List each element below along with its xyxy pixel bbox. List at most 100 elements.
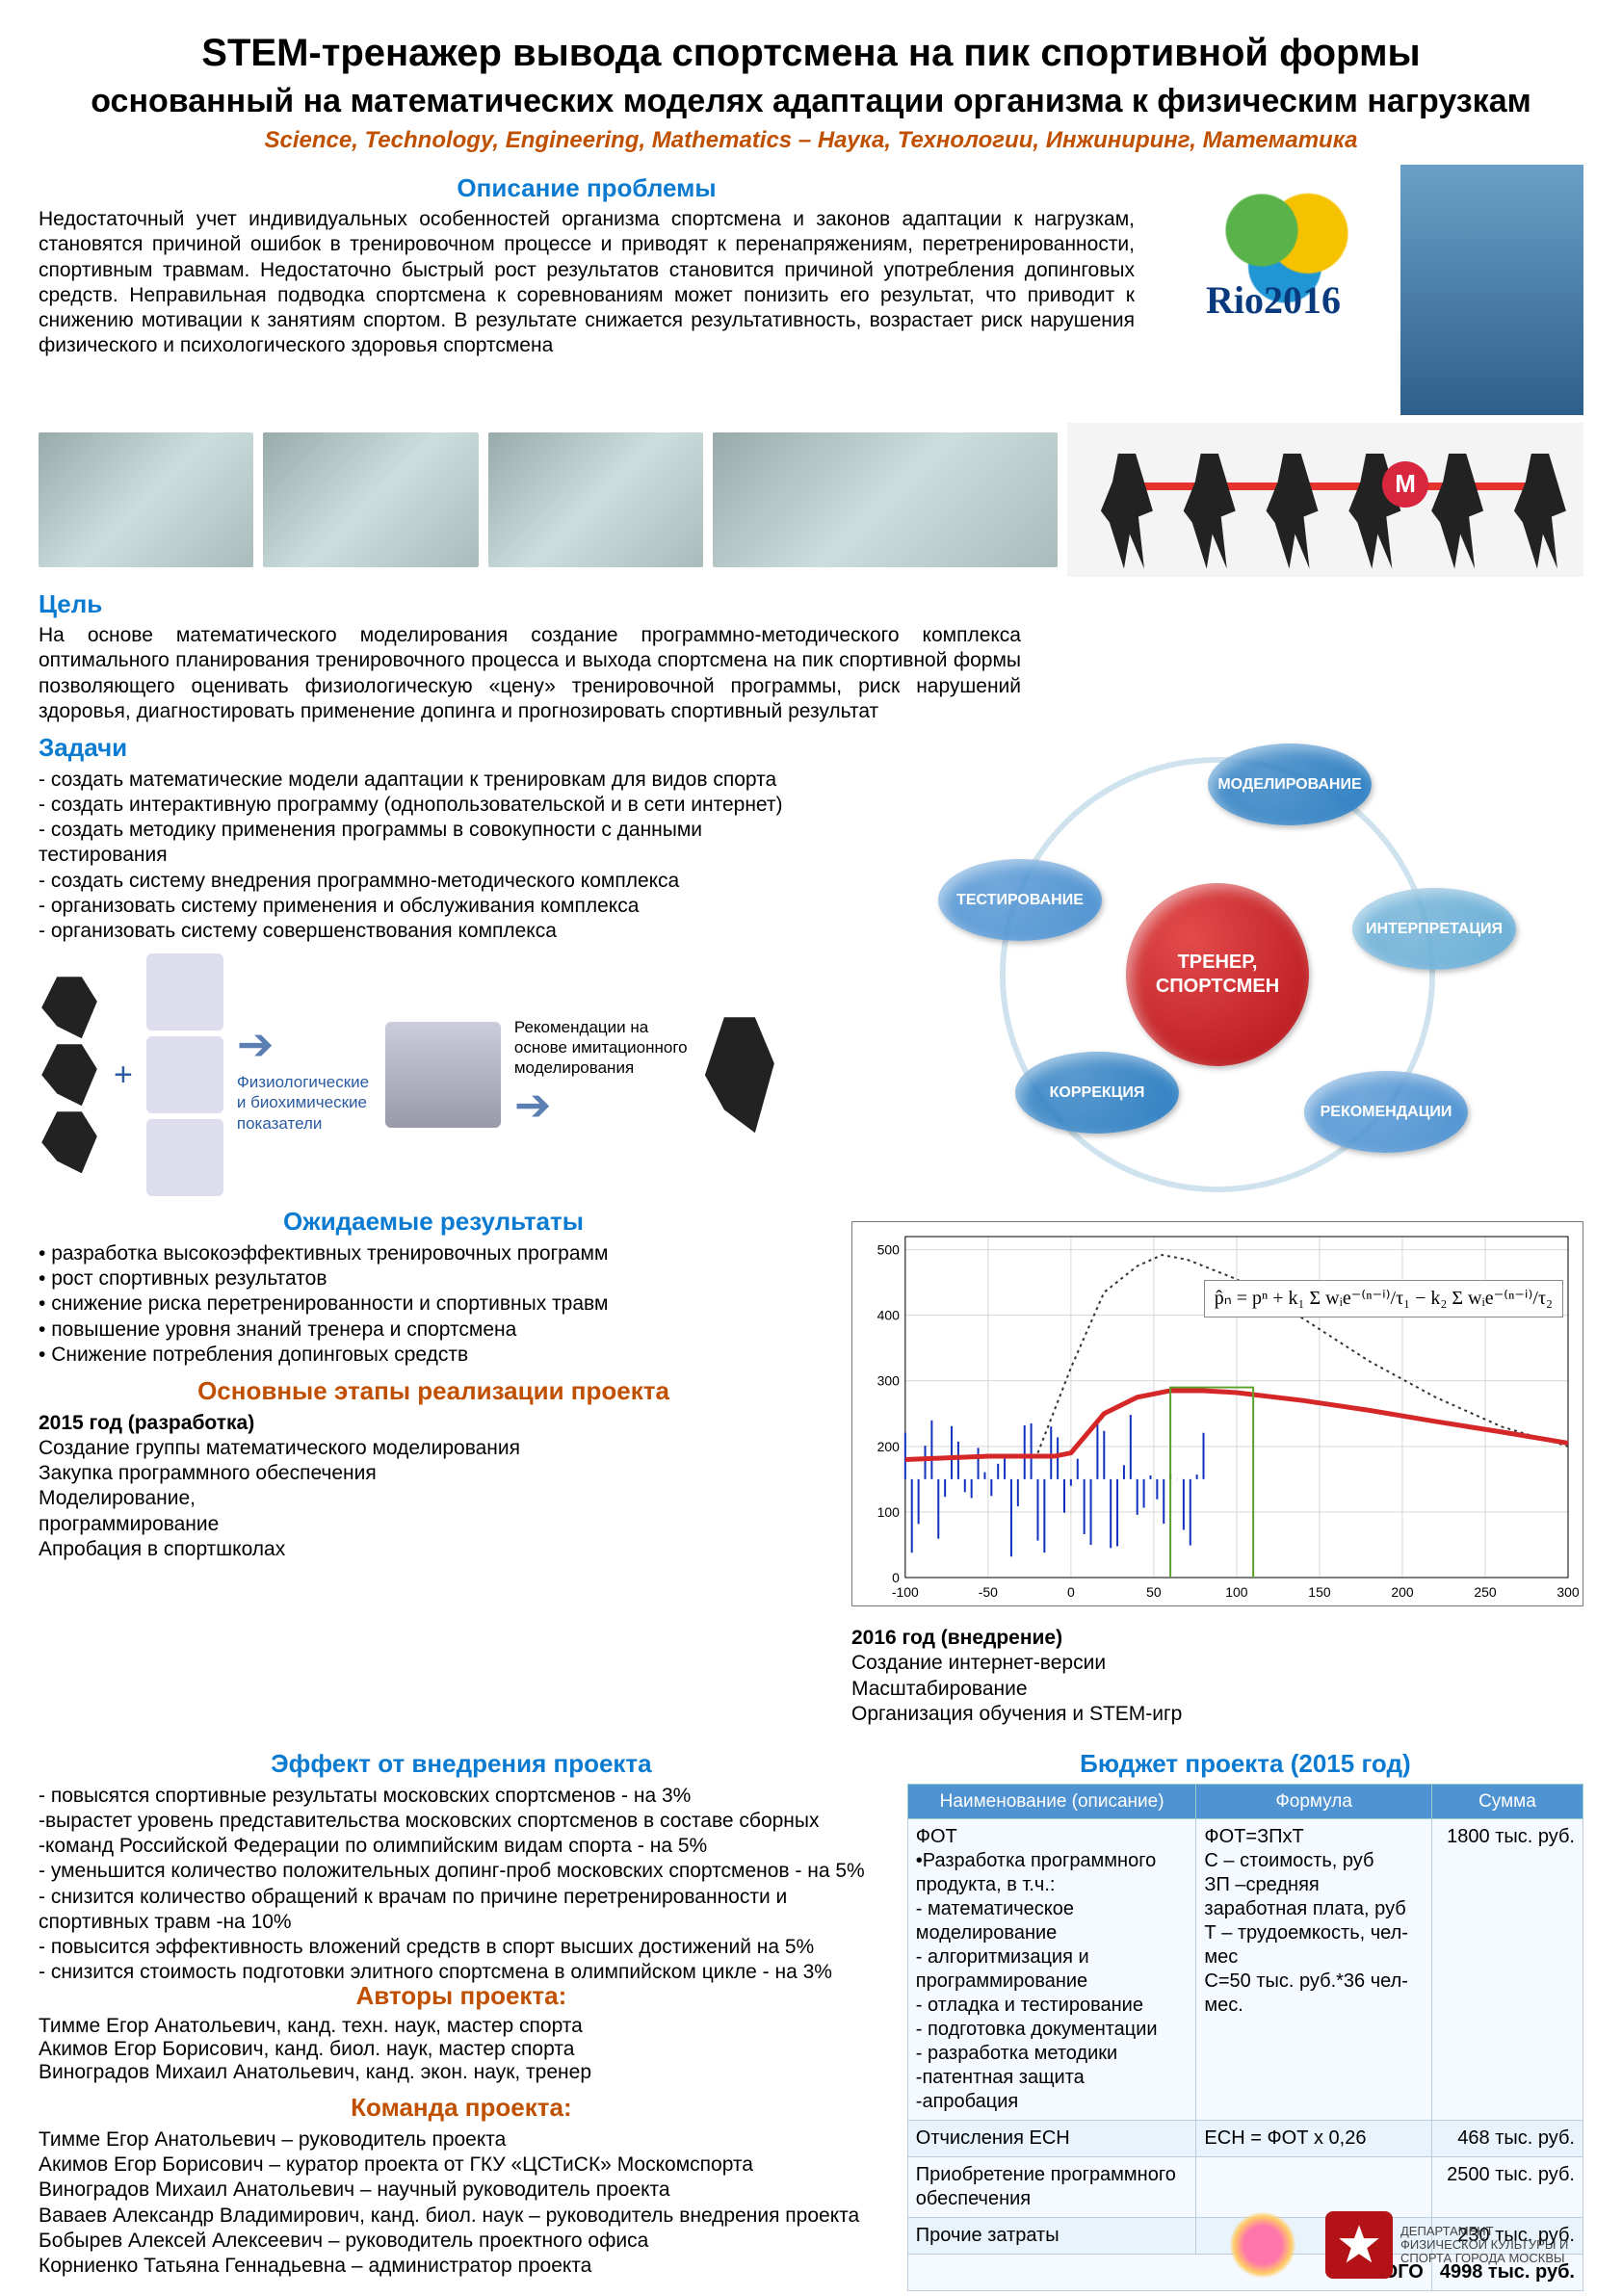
list-item: Бобырев Алексей Алексеевич – руководител… — [39, 2229, 884, 2254]
logo-cstisk — [1229, 2211, 1296, 2279]
effect-heading: Эффект от внедрения проекта — [39, 1748, 884, 1780]
svg-text:100: 100 — [877, 1504, 901, 1520]
list-item: Закупка программного обеспечения — [39, 1461, 828, 1486]
stage-2016-heading: 2016 год (внедрение) — [851, 1627, 1062, 1649]
list-item: - организовать систему совершенствования… — [39, 919, 828, 944]
photo-injury-1 — [39, 432, 253, 567]
adaptation-chart: -100-50050100150200250300 01002003004005… — [851, 1221, 1583, 1606]
arrow-icon: ➔ — [514, 1078, 688, 1134]
table-header: Наименование (описание) — [907, 1784, 1196, 1819]
stage-2015-list: Создание группы математического моделиро… — [39, 1436, 828, 1562]
list-item: Корниенко Татьяна Геннадьевна – админист… — [39, 2254, 884, 2279]
chart-formula: p̂ₙ = pⁿ + k₁ Σ wᵢe⁻⁽ⁿ⁻ⁱ⁾/τ₁ − k₂ Σ wᵢe⁻… — [1204, 1280, 1563, 1318]
goal-heading: Цель — [39, 588, 1583, 620]
runners-graphic: М — [1067, 423, 1583, 577]
problem-text: Недостаточный учет индивидуальных особен… — [39, 207, 1135, 359]
cycle-diagram: ТРЕНЕР, СПОРТСМЕН МОДЕЛИРОВАНИЕИНТЕРПРЕТ… — [948, 744, 1487, 1206]
sport-icon-row — [39, 1111, 100, 1173]
computer-icon — [385, 1022, 501, 1128]
cycle-node: РЕКОМЕНДАЦИИ — [1304, 1071, 1468, 1153]
svg-text:200: 200 — [1391, 1584, 1414, 1600]
svg-text:250: 250 — [1474, 1584, 1497, 1600]
page-subtitle: основанный на математических моделях ада… — [39, 81, 1583, 122]
medal-icon: М — [1382, 461, 1428, 508]
team-heading: Команда проекта: — [39, 2092, 884, 2124]
list-item: рост спортивных результатов — [39, 1266, 828, 1292]
svg-text:200: 200 — [877, 1439, 901, 1454]
sport-icon-ski — [39, 1044, 100, 1106]
svg-text:50: 50 — [1146, 1584, 1162, 1600]
list-item: Ваваев Александр Владимирович, канд. био… — [39, 2204, 884, 2229]
list-item: - создать математические модели адаптаци… — [39, 768, 828, 793]
table-row: ФОТ •Разработка программного продукта, в… — [907, 1819, 1583, 2121]
photo-swimmer — [1400, 165, 1583, 415]
list-item: Акимов Егор Борисович – куратор проекта … — [39, 2152, 884, 2178]
svg-text:0: 0 — [1067, 1584, 1075, 1600]
list-item: Создание интернет-версии — [851, 1651, 1583, 1676]
flow-label-phys: Физиологические и биохимические показате… — [237, 1072, 372, 1134]
arrow-icon: ➔ — [237, 1017, 372, 1073]
svg-text:0: 0 — [892, 1570, 900, 1585]
list-item: - повысятся спортивные результаты москов… — [39, 1784, 884, 1809]
table-row: Отчисления ЕСНЕСН = ФОТ х 0,26468 тыс. р… — [907, 2121, 1583, 2157]
svg-text:300: 300 — [1557, 1584, 1580, 1600]
cycle-node: КОРРЕКЦИЯ — [1015, 1052, 1179, 1134]
list-item: Тимме Егор Анатольевич, канд. техн. наук… — [39, 2015, 884, 2038]
list-item: -вырастет уровень представительства моск… — [39, 1809, 884, 1834]
table-header: Формула — [1196, 1784, 1431, 1819]
list-item: - повысится эффективность вложений средс… — [39, 1935, 884, 1960]
device-icon-3 — [146, 1119, 223, 1196]
list-item: - создать методику применения программы … — [39, 818, 828, 869]
list-item: программирование — [39, 1512, 828, 1537]
list-item: - снизится количество обращений к врачам… — [39, 1885, 884, 1910]
problem-heading: Описание проблемы — [39, 172, 1135, 204]
list-item: Снижение потребления допинговых средств — [39, 1343, 828, 1368]
effect-list: - повысятся спортивные результаты москов… — [39, 1784, 884, 1986]
svg-text:150: 150 — [1308, 1584, 1331, 1600]
stage-2016-list: Создание интернет-версииМасштабированиеО… — [851, 1651, 1583, 1727]
rio-2016-logo — [1158, 165, 1389, 328]
footer-logos: ДЕПАРТАМЕНТ ФИЗИЧЕСКОЙ КУЛЬТУРЫ И СПОРТА… — [1229, 2211, 1583, 2279]
photo-xray — [263, 432, 478, 567]
photo-strip: М — [39, 423, 1583, 577]
list-item: повышение уровня знаний тренера и спортс… — [39, 1318, 828, 1343]
svg-text:500: 500 — [877, 1242, 901, 1258]
list-item: Виноградов Михаил Анатольевич, канд. эко… — [39, 2061, 884, 2084]
cycle-node: ИНТЕРПРЕТАЦИЯ — [1352, 888, 1516, 970]
process-flow: + ➔ Физиологические и биохимические пока… — [39, 953, 828, 1196]
list-item: Организация обучения и STEM-игр — [851, 1702, 1583, 1727]
logo-mossport-text: ДЕПАРТАМЕНТ ФИЗИЧЕСКОЙ КУЛЬТУРЫ И СПОРТА… — [1400, 2225, 1583, 2266]
page-title: STEM-тренажер вывода спортсмена на пик с… — [39, 29, 1583, 77]
list-item: Акимов Егор Борисович, канд. биол. наук,… — [39, 2038, 884, 2061]
svg-text:-100: -100 — [892, 1584, 919, 1600]
list-item: снижение риска перетренированности и спо… — [39, 1292, 828, 1317]
cycle-center: ТРЕНЕР, СПОРТСМЕН — [1126, 883, 1309, 1066]
list-item: - уменьшится количество положительных до… — [39, 1859, 884, 1884]
stage-2015-heading: 2015 год (разработка) — [39, 1412, 254, 1434]
device-icon-2 — [146, 1036, 223, 1113]
list-item: Апробация в спортшколах — [39, 1537, 828, 1562]
cycle-node: ТЕСТИРОВАНИЕ — [938, 859, 1102, 941]
list-item: спортивных травм -на 10% — [39, 1910, 884, 1935]
goal-text: На основе математического моделирования … — [39, 623, 1021, 724]
stages-heading: Основные этапы реализации проекта — [39, 1375, 828, 1407]
list-item: Виноградов Михаил Анатольевич – научный … — [39, 2178, 884, 2203]
photo-knee — [488, 432, 703, 567]
tasks-heading: Задачи — [39, 732, 828, 764]
team-list: Тимме Егор Анатольевич – руководитель пр… — [39, 2127, 884, 2280]
budget-heading: Бюджет проекта (2015 год) — [907, 1748, 1583, 1780]
list-item: Масштабирование — [851, 1677, 1583, 1702]
svg-text:300: 300 — [877, 1373, 901, 1389]
photo-fallen-skier — [713, 432, 1057, 567]
list-item: - организовать систему применения и обсл… — [39, 894, 828, 919]
tasks-list: - создать математические модели адаптаци… — [39, 768, 828, 945]
device-icon-1 — [146, 953, 223, 1031]
results-list: разработка высокоэффективных тренировочн… — [39, 1241, 828, 1368]
svg-text:400: 400 — [877, 1308, 901, 1323]
cycle-node: МОДЕЛИРОВАНИЕ — [1208, 744, 1372, 825]
results-heading: Ожидаемые результаты — [39, 1206, 828, 1238]
table-header: Сумма — [1431, 1784, 1583, 1819]
authors-list: Тимме Егор Анатольевич, канд. техн. наук… — [39, 2015, 884, 2084]
list-item: - создать интерактивную программу (одноп… — [39, 793, 828, 818]
list-item: Моделирование, — [39, 1486, 828, 1511]
